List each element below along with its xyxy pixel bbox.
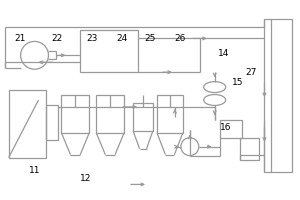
Text: 14: 14 (218, 49, 229, 58)
Bar (46, 105, 58, 140)
Text: 21: 21 (14, 34, 26, 43)
Text: 15: 15 (232, 78, 244, 87)
Bar (96, 95, 124, 133)
Text: 11: 11 (29, 166, 41, 175)
Bar (220, 120, 242, 138)
Bar (61, 95, 89, 133)
Text: 27: 27 (246, 68, 257, 77)
Bar (240, 138, 260, 160)
Text: 22: 22 (52, 34, 63, 43)
Bar (9, 90, 46, 158)
Text: 12: 12 (80, 174, 92, 183)
Text: 23: 23 (86, 34, 98, 43)
Text: 25: 25 (144, 34, 156, 43)
Text: 16: 16 (220, 123, 232, 132)
Bar (265, 19, 292, 172)
Bar (157, 95, 183, 133)
Text: 26: 26 (174, 34, 185, 43)
Bar (80, 30, 138, 72)
Text: 24: 24 (116, 34, 127, 43)
Bar (133, 103, 153, 131)
